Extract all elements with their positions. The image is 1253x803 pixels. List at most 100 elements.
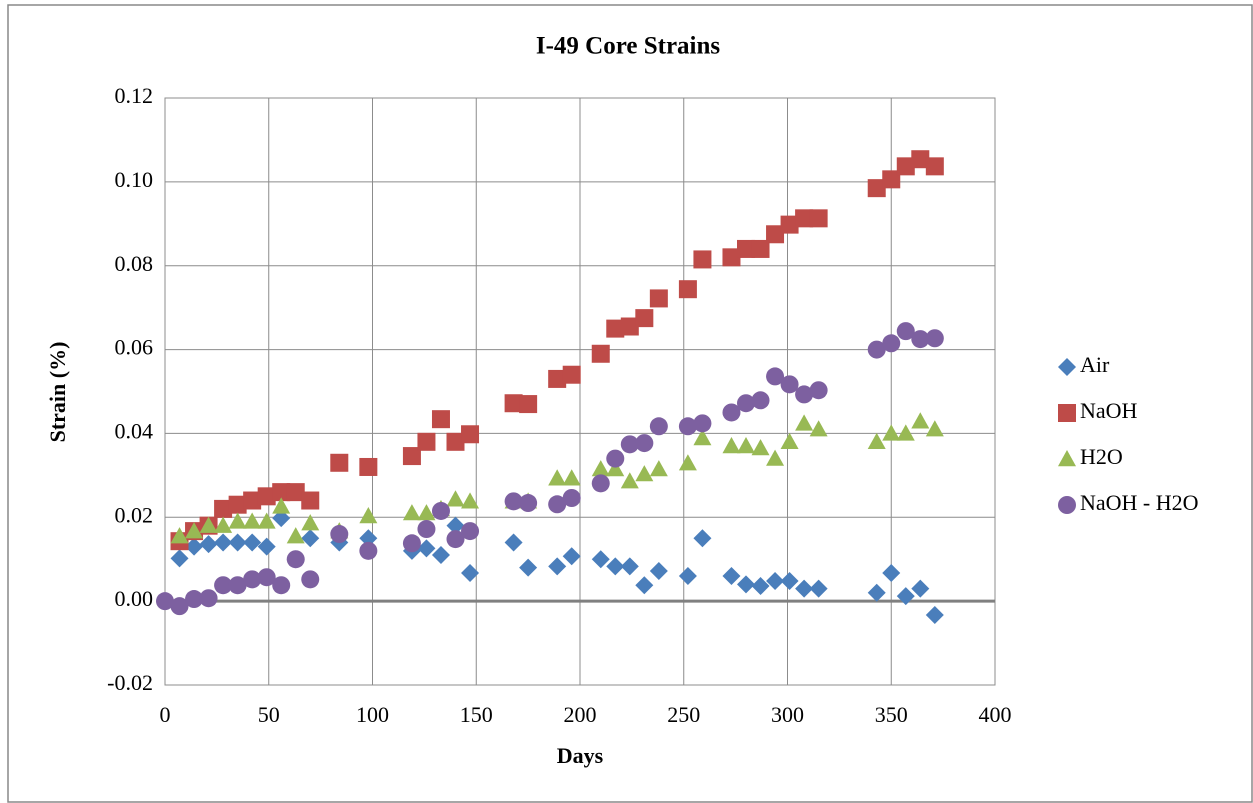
data-point xyxy=(286,483,305,502)
data-point xyxy=(461,425,480,444)
data-point xyxy=(417,539,436,558)
data-point xyxy=(519,395,538,414)
data-point xyxy=(359,529,378,548)
data-point xyxy=(722,248,741,267)
data-point xyxy=(911,330,930,349)
data-point xyxy=(330,525,349,544)
data-point xyxy=(693,429,712,446)
data-point xyxy=(199,535,218,554)
y-tick-label: 0.10 xyxy=(115,167,154,192)
data-point xyxy=(635,434,654,453)
x-tick-label: 350 xyxy=(875,702,908,727)
legend-marker xyxy=(1058,404,1076,422)
data-point xyxy=(562,547,581,566)
data-point xyxy=(562,469,581,486)
legend-label: Air xyxy=(1080,352,1110,377)
data-point xyxy=(214,533,233,552)
data-point xyxy=(925,157,944,176)
plot-border xyxy=(164,97,996,686)
data-point xyxy=(591,460,610,477)
data-point xyxy=(519,494,538,513)
data-point xyxy=(431,501,450,520)
data-point xyxy=(896,587,915,606)
data-point xyxy=(737,239,755,258)
data-point xyxy=(809,579,828,598)
legend-label: NaOH xyxy=(1080,398,1138,423)
data-point xyxy=(446,490,465,507)
data-point xyxy=(548,469,567,486)
data-point xyxy=(896,157,915,176)
data-point xyxy=(649,289,668,308)
data-point xyxy=(606,460,625,477)
data-point xyxy=(431,410,450,429)
data-point xyxy=(286,527,305,544)
data-point xyxy=(461,564,480,583)
data-point xyxy=(780,432,799,450)
data-point xyxy=(257,512,276,529)
data-point xyxy=(431,546,450,565)
data-point xyxy=(737,394,755,413)
data-point xyxy=(620,472,639,489)
data-point xyxy=(214,499,233,518)
data-point xyxy=(272,483,291,502)
data-point xyxy=(257,537,276,556)
legend-marker xyxy=(1058,358,1076,376)
data-point xyxy=(882,334,901,353)
y-tick-label: 0.08 xyxy=(115,251,154,276)
data-point xyxy=(693,529,712,548)
data-point xyxy=(257,568,276,587)
data-point xyxy=(402,447,421,466)
data-point xyxy=(795,385,814,404)
data-point xyxy=(185,522,204,539)
data-point xyxy=(911,412,930,429)
data-point xyxy=(780,215,799,234)
data-point xyxy=(766,225,785,244)
data-point xyxy=(722,403,741,422)
data-point xyxy=(606,319,625,338)
data-point xyxy=(766,572,785,591)
data-point xyxy=(286,550,305,569)
data-point xyxy=(795,414,814,431)
data-point xyxy=(548,557,567,576)
data-point xyxy=(446,432,465,451)
data-point xyxy=(519,558,538,577)
data-point xyxy=(635,576,654,595)
data-point xyxy=(722,566,741,585)
x-tick-label: 400 xyxy=(979,702,1012,727)
data-point xyxy=(882,170,901,189)
data-point xyxy=(214,576,233,595)
data-point xyxy=(911,150,930,169)
data-point xyxy=(243,512,262,529)
data-point xyxy=(591,474,610,493)
x-tick-label: 150 xyxy=(460,702,493,727)
data-point xyxy=(504,533,523,552)
data-point xyxy=(170,549,189,568)
data-point xyxy=(591,344,610,363)
data-point xyxy=(228,576,247,595)
data-point xyxy=(809,381,828,400)
data-point xyxy=(678,417,697,436)
data-point xyxy=(199,516,218,533)
data-point xyxy=(461,522,480,541)
y-tick-label: 0.02 xyxy=(115,502,154,527)
data-point xyxy=(925,329,944,348)
data-point xyxy=(199,589,218,608)
data-point xyxy=(809,420,828,437)
x-tick-label: 0 xyxy=(160,702,171,727)
data-point xyxy=(446,516,465,535)
data-point xyxy=(867,583,886,602)
y-tick-label: 0.00 xyxy=(115,586,154,611)
data-point xyxy=(301,491,320,510)
data-point xyxy=(170,527,189,544)
data-point xyxy=(737,575,755,594)
data-point xyxy=(678,454,697,471)
data-point xyxy=(809,209,828,228)
y-axis-label: Strain (%) xyxy=(45,342,70,443)
data-point xyxy=(402,534,421,553)
x-tick-label: 50 xyxy=(258,702,280,727)
data-point xyxy=(272,576,291,595)
data-point xyxy=(867,432,886,450)
data-point xyxy=(867,340,886,359)
